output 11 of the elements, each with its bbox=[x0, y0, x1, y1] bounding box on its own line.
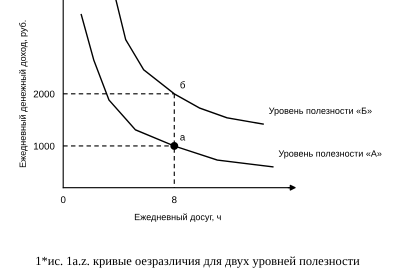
y-tick-label: 2000 bbox=[34, 90, 54, 98]
x-tick-label: 0 bbox=[60, 196, 66, 204]
series-label: Уровень полезности «А» bbox=[278, 150, 382, 158]
x-axis-title: Ежедневный досуг, ч bbox=[134, 213, 221, 222]
text: 1*ис. 1a.z. кривые оезразличия для двух уровней полезности bbox=[36, 256, 360, 268]
y-axis-title: Ежедневный денежный доход, руб. bbox=[19, 20, 28, 168]
x-tick-label: 8 bbox=[172, 196, 177, 204]
annotation: а bbox=[180, 135, 186, 141]
series-label: Уровень полезности «Б» bbox=[268, 108, 372, 116]
y-tick-label: 1000 bbox=[34, 142, 54, 150]
annotation: б bbox=[180, 81, 185, 88]
